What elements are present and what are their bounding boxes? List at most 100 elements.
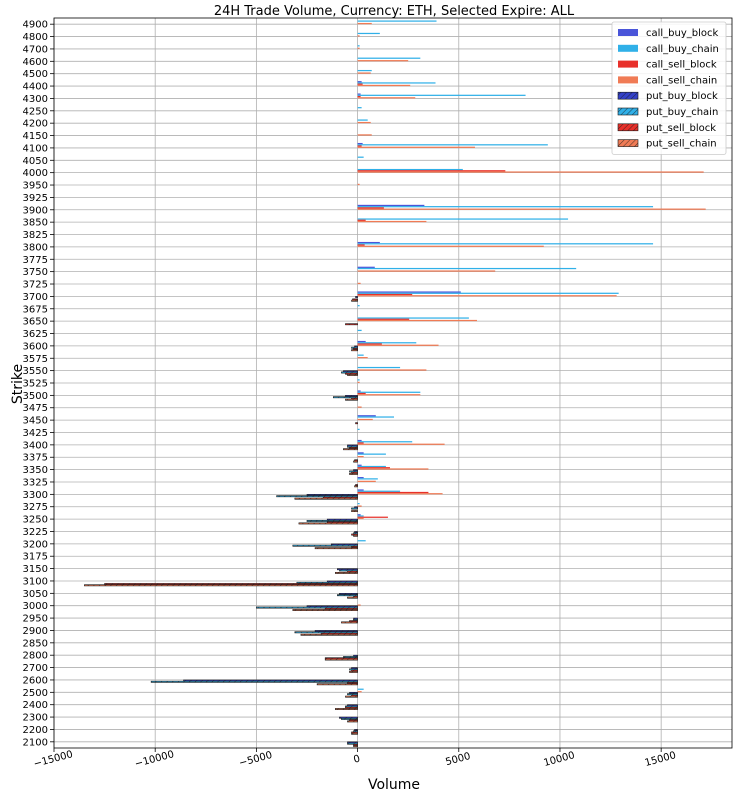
y-tick-label: 3500: [23, 391, 48, 402]
bar-hatch-put_sell_chain: [351, 299, 358, 302]
y-tick-label: 4900: [23, 20, 48, 31]
bar-call_buy_block: [357, 81, 362, 83]
y-tick-label: 3450: [23, 416, 48, 427]
bar-call_sell_block: [357, 207, 384, 209]
bar-call_buy_chain: [357, 688, 364, 690]
bars: [84, 20, 706, 748]
bar-call_sell_block: [357, 244, 365, 246]
bar-call_buy_block: [357, 390, 361, 392]
bar-call_sell_block: [357, 318, 410, 320]
bar-hatch-put_sell_chain: [351, 510, 358, 512]
bar-call_sell_chain: [357, 468, 429, 470]
y-tick-label: 3400: [23, 440, 48, 451]
bar-call_buy_chain: [357, 540, 366, 542]
bar-call_sell_block: [357, 145, 362, 147]
legend: call_buy_block call_buy_chain call_sell_bl…: [611, 21, 727, 155]
y-tick-label: 3775: [23, 255, 48, 266]
y-tick-label: 4700: [23, 44, 48, 55]
bar-call_sell_chain: [357, 171, 704, 173]
bar-call_sell_chain: [357, 691, 362, 693]
bar-call_sell_chain: [357, 60, 409, 62]
bar-hatch-put_sell_chain: [324, 658, 358, 661]
bar-call_buy_chain: [357, 156, 364, 158]
bar-hatch-put_sell_chain: [343, 448, 358, 451]
bar-call_buy_chain: [357, 366, 401, 369]
bar-call_sell_chain: [357, 282, 361, 285]
bar-hatch-put_buy_chain: [332, 396, 358, 399]
bar-hatch-put_sell_block: [345, 323, 358, 326]
bar-hatch-put_buy_chain: [256, 606, 358, 609]
bar-call_buy_chain: [357, 218, 569, 220]
bar-call_buy_chain: [357, 69, 372, 72]
bar-call_sell_block: [357, 467, 390, 469]
y-tick-label: 4600: [23, 57, 48, 68]
bar-call_buy_chain: [357, 465, 386, 468]
y-tick-label: 4200: [23, 119, 48, 130]
bar-call_buy_chain: [357, 329, 362, 332]
y-tick-label: 2400: [23, 700, 48, 711]
bar-call_sell_chain: [357, 22, 372, 25]
y-tick-label: 4100: [23, 143, 48, 154]
bar-call_sell_block: [357, 343, 382, 345]
bar-call_buy_chain: [357, 391, 421, 393]
y-tick-label: 3100: [23, 576, 48, 587]
bar-call_sell_block: [357, 83, 363, 85]
bar-hatch-put_sell_chain: [300, 633, 358, 636]
bar-hatch-put_buy_chain: [337, 594, 358, 597]
bar-call_buy_chain: [357, 45, 360, 47]
y-tick-label: 3325: [23, 477, 48, 488]
bar-hatch-put_sell_chain: [335, 572, 358, 574]
y-tick-label: 3175: [23, 552, 48, 563]
bar-call_buy_block: [357, 93, 361, 95]
bar-call_buy_chain: [357, 206, 654, 208]
bar-call_sell_chain: [357, 456, 364, 458]
y-tick-label: 3000: [23, 601, 48, 612]
x-axis: −15000 −10000 −5000 0 5000 10000 15000: [33, 748, 678, 770]
bar-call_sell_chain: [357, 220, 427, 223]
legend-swatch-hatch: [617, 107, 639, 116]
bar-call_buy_chain: [357, 168, 463, 171]
bar-hatch-put_sell_chain: [294, 497, 358, 500]
y-tick-label: 3200: [23, 539, 48, 550]
y-tick-label: 3300: [23, 490, 48, 501]
legend-label: call_buy_chain: [646, 44, 719, 55]
y-tick-label: 3625: [23, 329, 48, 340]
x-tick-label: 15000: [644, 750, 678, 769]
bar-call_buy_block: [357, 142, 363, 145]
y-tick-label: 3600: [23, 341, 48, 352]
y-tick-label: 4250: [23, 106, 48, 117]
y-tick-label: 3525: [23, 379, 48, 390]
bar-call_buy_block: [357, 291, 461, 293]
bar-call_sell_chain: [357, 121, 371, 124]
bar-hatch-put_sell_chain: [345, 695, 358, 698]
bar-call_sell_block: [357, 491, 429, 494]
y-tick-label: 3225: [23, 527, 48, 538]
bar-call_buy_chain: [357, 379, 360, 381]
y-tick-label: 3575: [23, 354, 48, 365]
bar-call_buy_chain: [357, 428, 360, 431]
legend-label: call_buy_block: [646, 28, 719, 39]
bar-call_buy_chain: [357, 20, 437, 22]
bar-call_sell_chain: [357, 369, 427, 371]
bar-hatch-put_sell_block: [355, 422, 358, 425]
bar-call_buy_chain: [357, 144, 548, 146]
y-tick-label: 4300: [23, 94, 48, 105]
bar-call_buy_block: [357, 415, 376, 417]
bar-call_buy_block: [357, 241, 380, 244]
bar-call_sell_chain: [357, 505, 362, 507]
bar-call_sell_block: [357, 170, 506, 172]
x-axis-title: Volume: [368, 777, 420, 793]
bar-call_buy_chain: [357, 342, 417, 344]
bar-call_sell_block: [357, 95, 361, 98]
bar-call_sell_chain: [357, 35, 360, 37]
legend-swatch: [618, 60, 638, 68]
bar-call_sell_chain: [357, 319, 477, 322]
x-tick-label: 0: [352, 753, 361, 765]
legend-label: call_sell_chain: [646, 75, 717, 86]
y-tick-label: 3550: [23, 366, 48, 377]
bar-hatch-put_buy_chain: [276, 495, 358, 498]
x-tick-label: −5000: [238, 750, 274, 769]
y-tick-label: 3050: [23, 589, 48, 600]
y-tick-label: 2300: [23, 713, 48, 724]
